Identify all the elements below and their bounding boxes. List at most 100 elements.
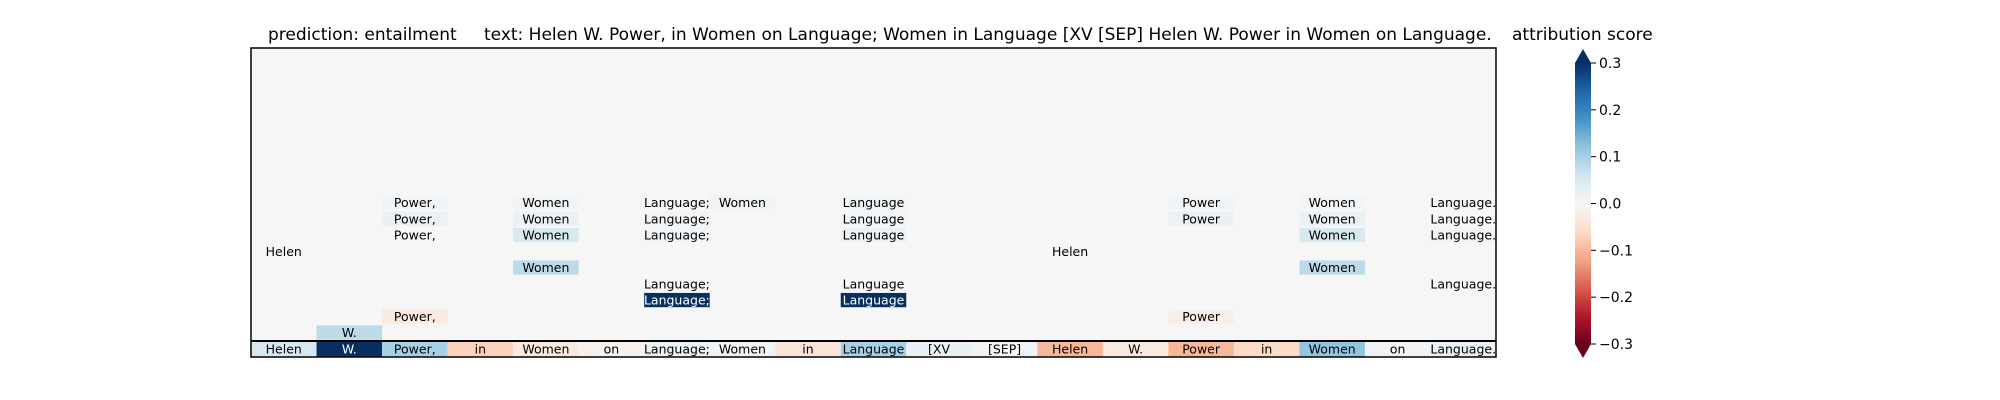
attribution-cell-label: Power, [394,195,436,210]
attribution-cell-label: Language. [1430,276,1496,291]
attribution-cell [644,195,710,210]
attribution-cell [644,211,710,226]
attribution-cell-label: Women [522,211,569,226]
attribution-cell-label: Language. [1430,228,1496,243]
prediction-title: prediction: entailment [268,25,457,45]
base-cell [1168,340,1234,357]
colorbar-gradient [1575,63,1591,344]
base-cell-label: Power [1182,341,1221,356]
attribution-cell [513,211,579,226]
attribution-cell [840,195,907,210]
attribution-cell [1430,211,1496,226]
attribution-cell [1168,195,1234,210]
base-cell-label: Women [522,341,569,356]
attribution-cell [513,195,579,210]
attribution-cell [1430,276,1496,291]
attribution-cell [513,260,579,275]
base-cell [578,340,645,357]
base-cell [251,340,317,357]
colorbar-tick-label: 0.0 [1599,197,1621,213]
attribution-cell-label: Women [522,195,569,210]
colorbar-extend-bottom [1575,344,1591,358]
attribution-cell [840,292,907,308]
base-cell [1364,340,1431,357]
base-cell [447,340,514,357]
attribution-cell [382,309,448,324]
attribution-cell-label: Language; [644,228,710,243]
attribution-cell-label: Power [1182,309,1221,324]
colorbar-tick-label: −0.1 [1599,243,1633,259]
attribution-cell-label: Language; [644,211,710,226]
base-cell-label: Language. [1430,341,1496,356]
base-cell-label: Language; [644,341,710,356]
base-cell [840,340,907,357]
attribution-cell-label: Language; [644,195,710,210]
attribution-cell [382,211,448,226]
base-cell [513,340,579,357]
attribution-cell-label: W. [342,325,357,340]
attribution-cell-label: Language [843,211,905,226]
base-cell [906,340,972,357]
attribution-cell-label: Language. [1430,195,1496,210]
base-cell-label: W. [342,341,357,356]
colorbar-tick-label: −0.2 [1599,290,1633,306]
base-cell-label: Women [719,341,766,356]
base-cell-label: Helen [266,341,302,356]
attribution-cell-label: Language; [644,293,710,308]
base-cell [316,340,383,357]
attribution-cell-label: Power [1182,195,1221,210]
attribution-cell [382,195,448,210]
attribution-cell [1299,227,1365,243]
base-cell [1037,340,1103,357]
base-cell [1102,340,1169,357]
base-cell-label: Power, [394,341,436,356]
attribution-cell [709,195,776,210]
base-cell [644,340,710,357]
base-cell [382,340,448,357]
colorbar: 0.3 0.2 0.1 0.0 −0.1 −0.2 −0.3 [1575,49,1633,358]
colorbar-ticks: 0.3 0.2 0.1 0.0 −0.1 −0.2 −0.3 [1591,56,1633,353]
attribution-cell [1299,260,1365,275]
base-cell-label: in [1261,341,1272,356]
attribution-cell [1299,195,1365,210]
attribution-cell-label: Power, [394,211,436,226]
attribution-cell-label: Language; [644,276,710,291]
attribution-cell-label: Power [1182,211,1221,226]
attribution-cell-label: Power, [394,228,436,243]
attribution-cell [644,292,710,308]
attribution-cell [1299,211,1365,226]
attribution-cell-label: Women [1309,211,1356,226]
attribution-cell-label: Language. [1430,211,1496,226]
base-cell-label: [XV [928,341,950,356]
attribution-cell-label: Helen [1052,244,1088,259]
base-cell [709,340,776,357]
base-cell [1299,340,1365,357]
attribution-cell [251,244,317,259]
heatmap-cells: Helen W. Power, in Women on Language; Women in La… [251,195,1496,357]
attribution-cell-label: Women [1309,195,1356,210]
base-cell [1233,340,1300,357]
attribution-cell [840,211,907,226]
attribution-cell [1430,195,1496,210]
base-cell-label: Language [843,341,905,356]
attribution-cell [1168,211,1234,226]
colorbar-title: attribution score [1512,25,1653,45]
attribution-cell-label: Language [843,228,905,243]
colorbar-tick-label: −0.3 [1599,337,1633,353]
attribution-cell [1430,227,1496,243]
base-cell-label: on [604,341,620,356]
base-cell-label: [SEP] [988,341,1021,356]
attribution-cell [840,227,907,243]
attribution-cell [840,276,907,291]
attribution-cell-label: Women [522,260,569,275]
attribution-cell-label: Language [843,195,905,210]
heatmap-frame [250,47,1497,358]
attribution-cell [644,227,710,243]
colorbar-extend-top [1575,49,1591,63]
attribution-cell-label: Women [522,228,569,243]
attribution-cell-label: Women [1309,260,1356,275]
attribution-cell [644,276,710,291]
attribution-cell-label: Language [843,276,905,291]
